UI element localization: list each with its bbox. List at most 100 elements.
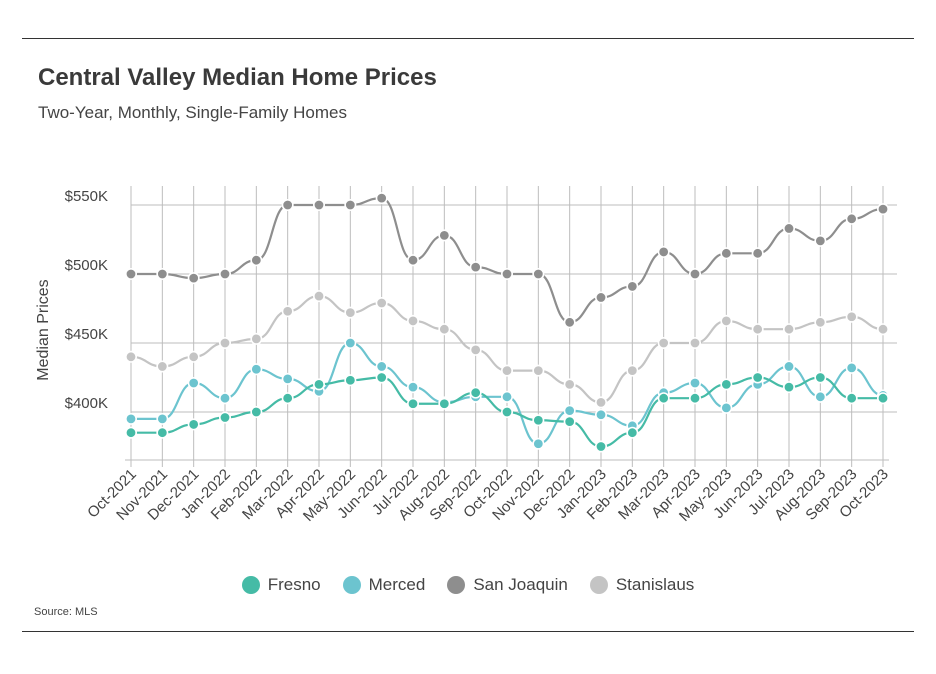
data-point-fresno [125, 426, 138, 439]
data-point-merced [156, 412, 169, 425]
legend-item-merced: Merced [342, 575, 426, 595]
data-point-fresno [187, 418, 200, 431]
data-point-san-joaquin [219, 267, 232, 280]
data-point-san-joaquin [845, 212, 858, 225]
data-point-fresno [312, 378, 325, 391]
chart-subtitle: Two-Year, Monthly, Single-Family Homes [38, 103, 347, 122]
data-point-merced [281, 372, 294, 385]
data-point-merced [782, 360, 795, 373]
data-point-merced [406, 381, 419, 394]
data-point-san-joaquin [281, 199, 294, 212]
data-point-stanislaus [657, 336, 670, 349]
data-point-fresno [626, 426, 639, 439]
y-tick-label: $450K [65, 326, 108, 343]
data-point-fresno [219, 411, 232, 424]
data-point-stanislaus [125, 350, 138, 363]
data-point-fresno [751, 371, 764, 384]
legend-label: Merced [368, 575, 426, 594]
data-point-san-joaquin [594, 291, 607, 304]
data-point-fresno [156, 426, 169, 439]
data-point-stanislaus [876, 323, 889, 336]
data-point-stanislaus [281, 305, 294, 318]
y-axis-title: Median Prices [35, 279, 52, 380]
chart-title: Central Valley Median Home Prices [38, 64, 437, 91]
data-point-stanislaus [187, 350, 200, 363]
data-point-stanislaus [500, 364, 513, 377]
data-point-merced [219, 392, 232, 405]
data-point-fresno [688, 392, 701, 405]
data-point-san-joaquin [375, 192, 388, 205]
data-point-fresno [594, 440, 607, 453]
legend-label: Fresno [267, 575, 321, 594]
data-point-san-joaquin [688, 267, 701, 280]
data-point-merced [532, 437, 545, 450]
data-point-san-joaquin [406, 254, 419, 267]
data-point-san-joaquin [626, 280, 639, 293]
data-point-fresno [469, 386, 482, 399]
data-point-stanislaus [469, 343, 482, 356]
legend-marker [589, 576, 608, 594]
data-point-fresno [250, 405, 263, 418]
legend-label: Stanislaus [615, 575, 695, 594]
data-point-merced [500, 390, 513, 403]
data-point-fresno [281, 392, 294, 405]
data-point-stanislaus [250, 332, 263, 345]
y-tick-label: $550K [65, 188, 108, 205]
data-point-merced [125, 412, 138, 425]
data-point-san-joaquin [312, 199, 325, 212]
legend-item-stanislaus: Stanislaus [589, 575, 695, 595]
data-point-san-joaquin [532, 267, 545, 280]
data-point-fresno [845, 392, 858, 405]
data-point-stanislaus [626, 364, 639, 377]
data-point-merced [845, 361, 858, 374]
data-point-merced [250, 363, 263, 376]
y-tick-label: $500K [65, 257, 108, 274]
data-point-san-joaquin [751, 247, 764, 260]
data-point-merced [344, 336, 357, 349]
data-point-fresno [500, 405, 513, 418]
data-point-san-joaquin [876, 203, 889, 216]
data-point-stanislaus [406, 314, 419, 327]
data-point-fresno [438, 397, 451, 410]
data-point-fresno [720, 378, 733, 391]
legend-marker [241, 576, 260, 594]
data-point-fresno [563, 415, 576, 428]
data-point-san-joaquin [125, 267, 138, 280]
data-point-merced [563, 404, 576, 417]
data-point-fresno [344, 374, 357, 387]
data-point-san-joaquin [250, 254, 263, 267]
data-point-fresno [782, 381, 795, 394]
data-point-stanislaus [312, 290, 325, 303]
data-point-san-joaquin [563, 316, 576, 329]
legend-item-fresno: Fresno [241, 575, 321, 595]
legend-item-san-joaquin: San Joaquin [447, 575, 568, 595]
data-point-fresno [814, 371, 827, 384]
data-point-san-joaquin [814, 234, 827, 247]
data-point-merced [814, 390, 827, 403]
data-point-san-joaquin [720, 247, 733, 260]
data-point-san-joaquin [344, 199, 357, 212]
data-point-stanislaus [594, 396, 607, 409]
legend: Fresno Merced San Joaquin Stanislaus [0, 575, 936, 595]
data-point-san-joaquin [500, 267, 513, 280]
data-point-merced [688, 377, 701, 390]
data-point-fresno [532, 414, 545, 427]
legend-marker [447, 576, 466, 594]
data-point-stanislaus [156, 360, 169, 373]
data-point-san-joaquin [657, 245, 670, 258]
data-point-fresno [876, 392, 889, 405]
bottom-rule [22, 631, 914, 632]
data-point-fresno [375, 371, 388, 384]
data-point-san-joaquin [156, 267, 169, 280]
data-point-stanislaus [219, 336, 232, 349]
data-point-merced [187, 377, 200, 390]
data-point-stanislaus [720, 314, 733, 327]
data-point-stanislaus [782, 323, 795, 336]
data-point-stanislaus [688, 336, 701, 349]
data-point-merced [594, 408, 607, 421]
data-point-fresno [406, 397, 419, 410]
data-point-stanislaus [532, 364, 545, 377]
data-point-fresno [657, 392, 670, 405]
legend-marker [342, 576, 361, 594]
top-rule [22, 38, 914, 39]
